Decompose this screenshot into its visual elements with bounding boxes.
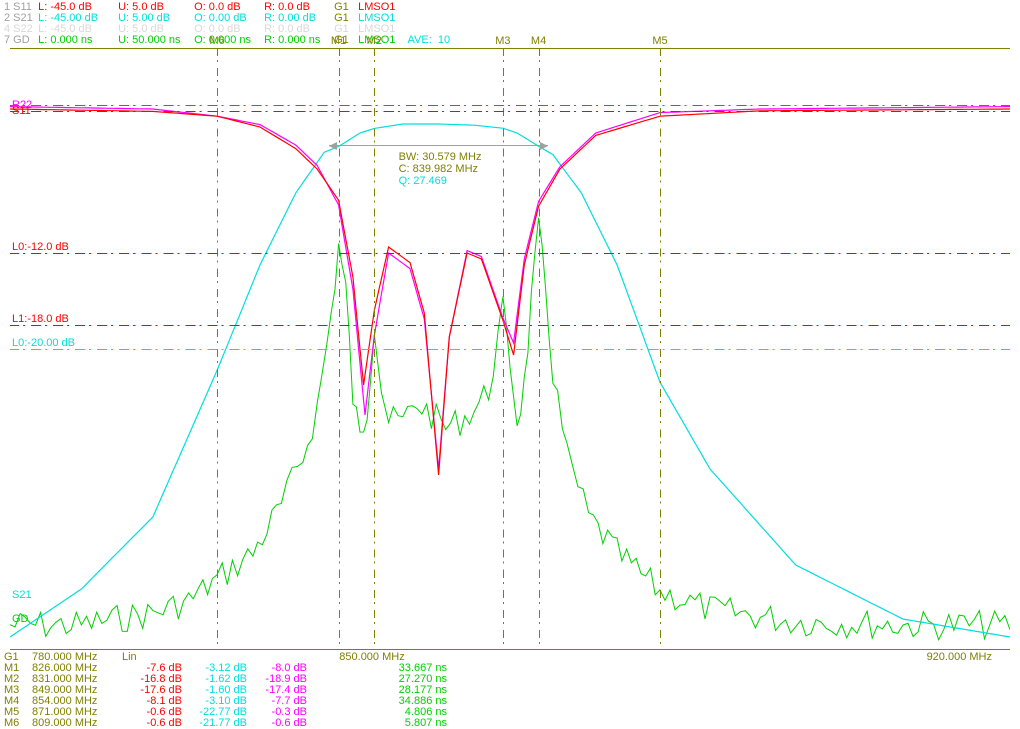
marker-label-m1: M1 xyxy=(331,35,346,47)
vna-screenshot: { "plot": { "width_px": 1000, "height_px… xyxy=(0,0,1020,726)
marker-label-m2: M2 xyxy=(367,35,382,47)
marker-label-m5: M5 xyxy=(652,35,667,47)
limit-label-l0b: L0:-20.00 dB xyxy=(12,337,75,349)
marker-label-m4: M4 xyxy=(531,35,546,47)
trace-label-s11: S11 xyxy=(12,105,31,117)
plot-area: M1M2M3M4M5M6L0:-12.0 dBL1:-18.0 dBL0:-20… xyxy=(10,48,1010,650)
marker-label-m6: M6 xyxy=(210,35,225,47)
bandwidth-text-1: C: 839.982 MHz xyxy=(399,163,478,175)
limit-label-l1: L1:-18.0 dB xyxy=(12,313,69,325)
marker-label-m3: M3 xyxy=(495,35,510,47)
marker-footer: G1780.000 MHzLin850.000 MHz920.000 MHzM1… xyxy=(0,650,1020,726)
trace-label-s21: S21 xyxy=(12,589,32,601)
ref-line-1 xyxy=(10,111,1010,112)
bandwidth-arrow xyxy=(329,145,548,146)
bandwidth-text-0: BW: 30.579 MHz xyxy=(399,151,482,163)
limit-line-l1 xyxy=(10,325,1010,326)
limit-line-l0 xyxy=(10,253,1010,254)
bandwidth-text-2: Q: 27.469 xyxy=(399,175,447,187)
limit-label-l0: L0:-12.0 dB xyxy=(12,241,69,253)
ref-line-0 xyxy=(10,105,1010,106)
footer-marker-m6: M6809.000 MHz-0.6 dB-21.77 dB-0.6 dB5.80… xyxy=(4,718,1016,729)
trace-label-gd: GD xyxy=(12,613,29,625)
limit-line-l0b xyxy=(10,349,1010,350)
